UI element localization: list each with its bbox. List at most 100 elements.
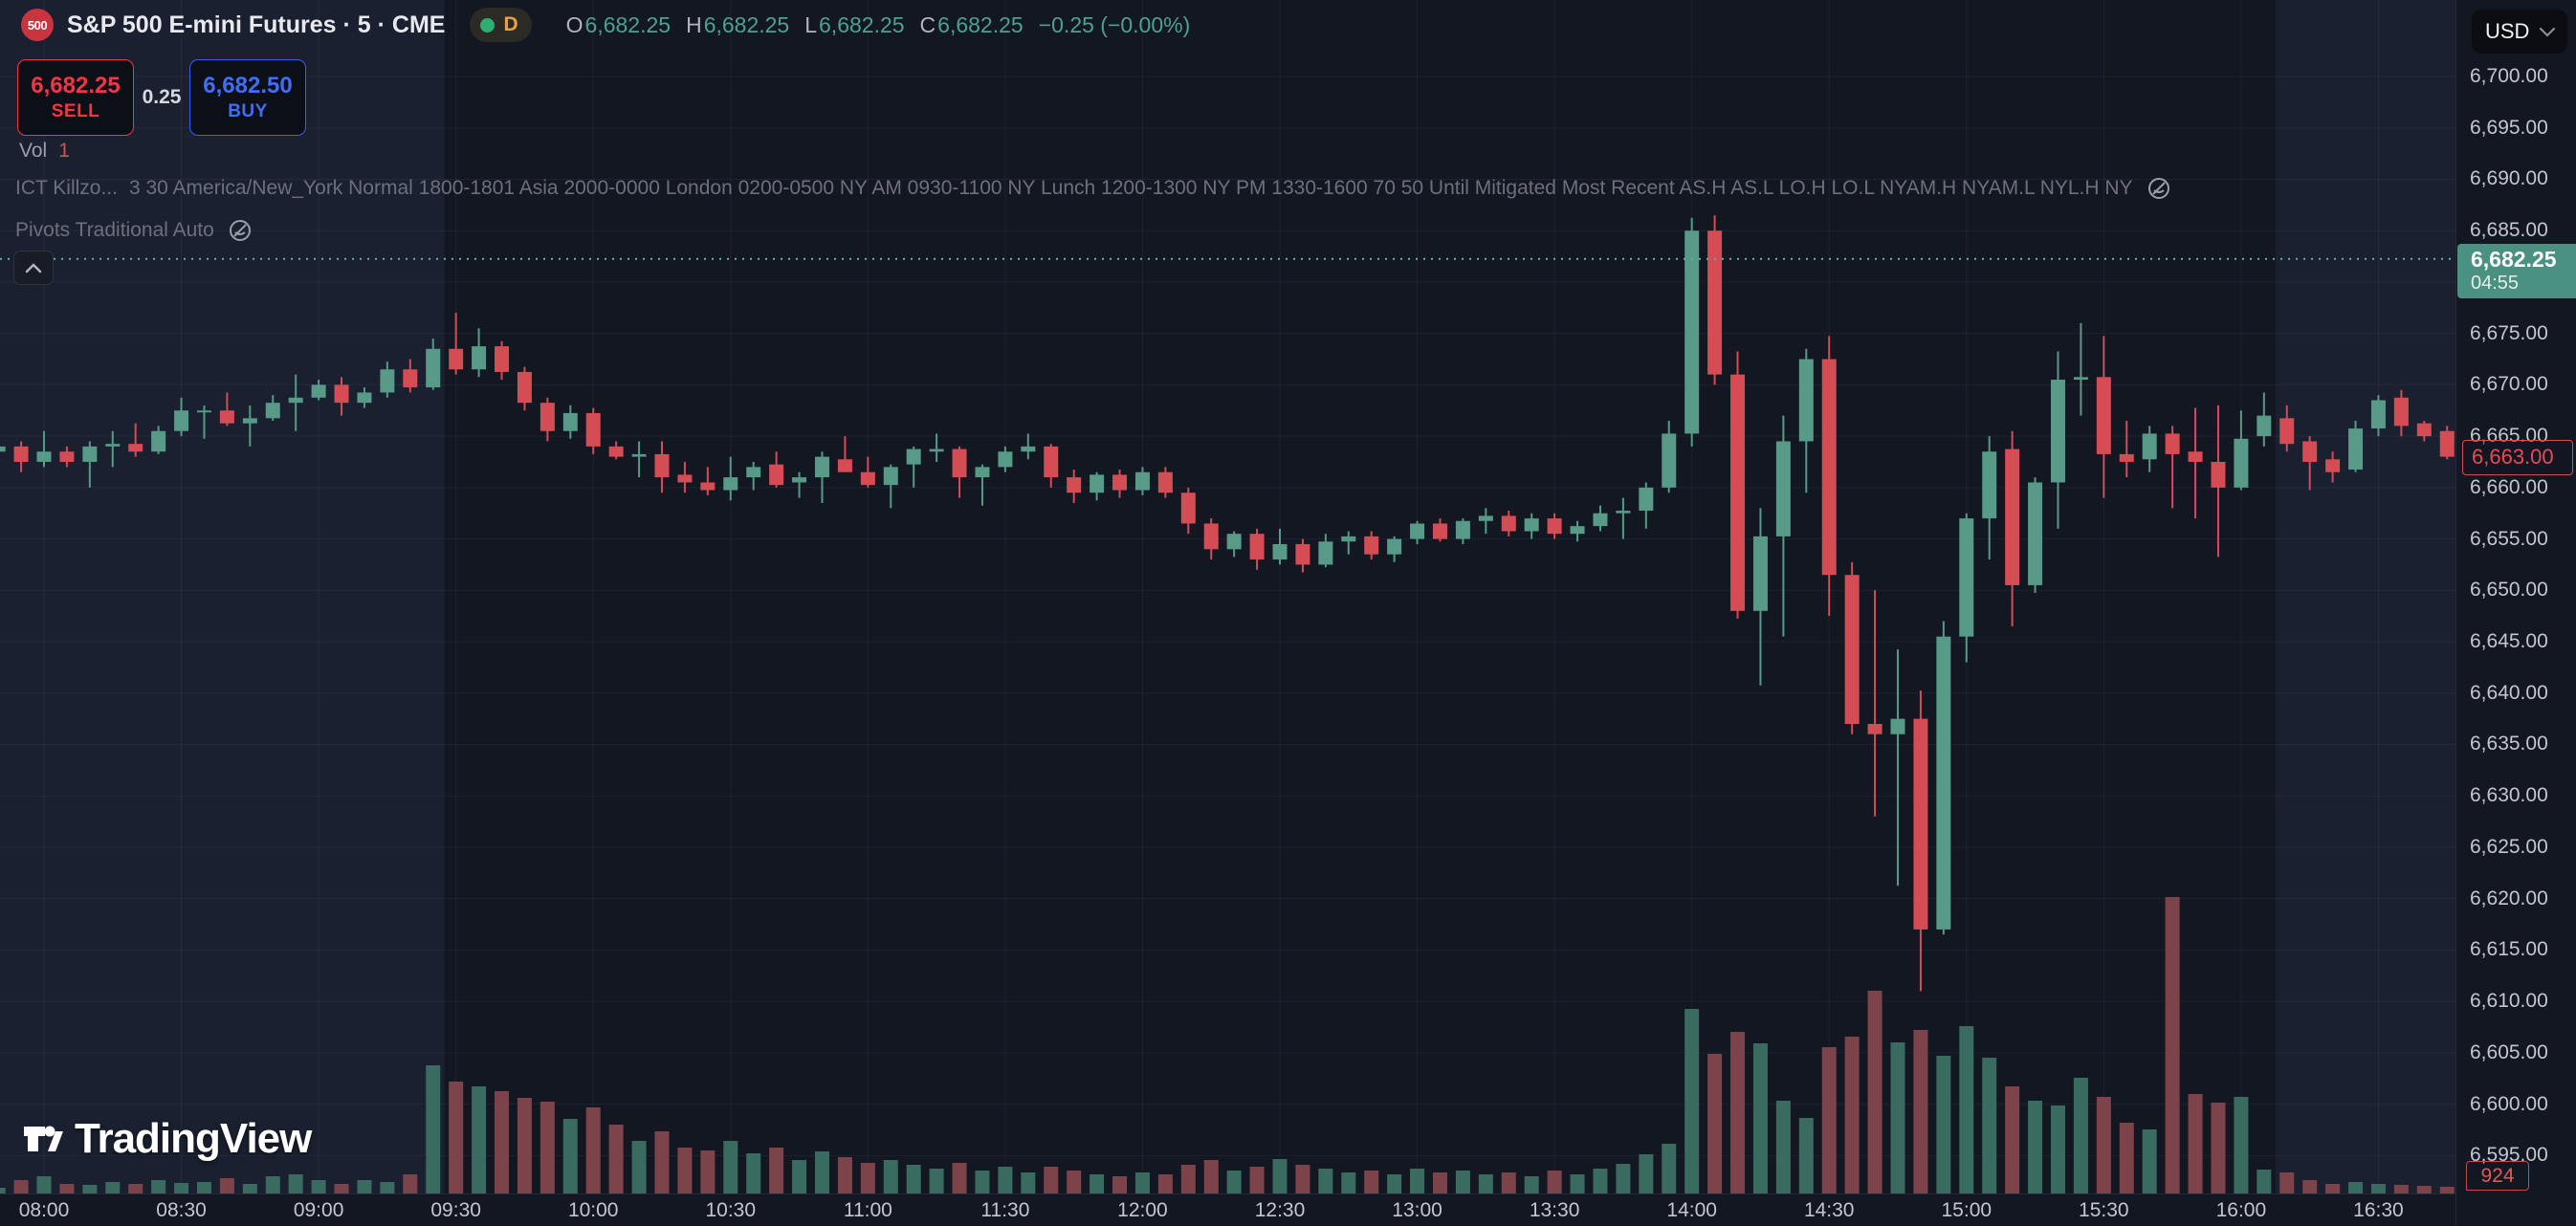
volume-bar [952,1163,967,1193]
chevron-down-icon [2539,27,2556,37]
volume-bar [2142,1129,2157,1193]
volume-bar [2370,1184,2386,1193]
volume-bar [2234,1097,2249,1193]
session-highlight-layer [0,0,2455,1193]
time-tick: 15:00 [1941,1199,1993,1221]
volume-bar [1707,1054,1723,1193]
indicator-row-pivots[interactable]: Pivots Traditional Auto [15,216,254,245]
time-tick: 10:00 [567,1199,619,1221]
volume-bar [403,1174,418,1193]
candle [380,369,395,393]
eye-hidden-icon[interactable] [226,216,254,245]
volume-bar [1547,1171,1562,1193]
candle [1752,536,1768,611]
eye-hidden-icon[interactable] [2145,174,2173,203]
volume-bar [1455,1171,1470,1193]
candle [1798,359,1814,442]
candles-layer [0,215,2455,992]
candle [1547,518,1562,535]
symbol-title[interactable]: S&P 500 E-mini Futures · 5 · CME [67,11,446,38]
chart-canvas[interactable] [0,0,2455,1193]
candle [1180,493,1196,524]
currency-selector[interactable]: USD [2472,10,2567,54]
volume-bar [1203,1160,1219,1193]
price-tick: 6,605.00 [2470,1040,2548,1063]
time-tick: 15:30 [2079,1199,2129,1221]
volume-bar [1134,1172,1150,1193]
last-price-value: 6,682.25 [2471,247,2557,273]
candle [723,477,738,491]
candle [2234,438,2249,488]
interval-flag: D [503,13,518,35]
volume-bar [585,1107,601,1193]
candle [2439,430,2455,457]
volume-bar [1684,1009,1700,1193]
volume-bar [1913,1030,1928,1193]
market-status-dot [480,17,495,33]
open-value: 6,682.25 [584,11,672,37]
candle [1432,523,1447,539]
price-tick: 6,640.00 [2470,681,2548,704]
candle [311,384,326,398]
volume-bar [2439,1187,2455,1193]
volume-bar [2165,897,2180,1193]
candle [883,467,898,486]
candle [2348,428,2364,471]
volume-bar [311,1180,326,1193]
sell-button[interactable]: 6,682.25 SELL [17,59,134,136]
volume-bar [1067,1171,1082,1193]
indicator-row-ict-killzones[interactable]: ICT Killzo... 3 30 America/New_York Norm… [15,174,2173,203]
volume-bar [2073,1078,2088,1193]
price-tick: 6,675.00 [2470,321,2548,344]
time-tick: 08:00 [18,1199,70,1221]
interval-status-pill[interactable]: D [470,8,532,42]
price-tick: 6,610.00 [2470,990,2548,1013]
currency-value: USD [2485,19,2530,43]
volume-legend: Vol 1 [19,140,70,163]
volume-bar [1593,1169,1608,1193]
buy-label: BUY [228,101,268,121]
chevron-up-icon [25,263,42,274]
volume-legend-value: 1 [58,140,70,162]
time-scale[interactable]: 08:00 08:30 09:00 09:30 10:00 10:30 11:00 11:30… [0,1193,2576,1226]
volume-bar [2028,1101,2043,1193]
candle [792,477,807,483]
buy-button[interactable]: 6,682.50 BUY [189,59,306,136]
volume-bar [495,1091,510,1193]
volume-bar [700,1150,716,1193]
candle [2302,441,2318,462]
candle [196,410,211,413]
candle [1112,474,1128,491]
candle [998,451,1013,468]
volume-bar [723,1141,738,1193]
price-tick: 6,655.00 [2470,527,2548,550]
volume-bar [380,1182,395,1193]
candle [1501,515,1516,532]
candle [1090,474,1105,493]
symbol-logo: 500 [21,9,54,41]
volume-bar [1570,1174,1585,1193]
candle [539,403,555,431]
high-label: H [686,11,702,37]
candle [1249,534,1265,560]
candle [242,418,257,424]
candle [1639,487,1654,512]
volume-bar [814,1151,829,1193]
candle [631,453,647,457]
price-scale[interactable]: USD 6,700.00 6,695.00 6,690.00 6,685.00 6,67… [2455,0,2576,1226]
candle [1593,513,1608,527]
candle [2393,397,2409,427]
candle [2073,377,2088,381]
price-tick: 6,660.00 [2470,475,2548,498]
volume-bar [196,1182,211,1193]
candle [105,444,121,447]
volume-bar [128,1184,143,1193]
collapse-legend-button[interactable] [13,251,54,285]
low-label: L [804,11,818,37]
volume-bar [59,1184,75,1193]
candle [1730,374,1746,611]
volume-bar [288,1174,303,1193]
series-last-price-label: 6,663.00 [2462,439,2573,475]
candle [2028,482,2043,585]
volume-bar [1890,1042,1905,1193]
